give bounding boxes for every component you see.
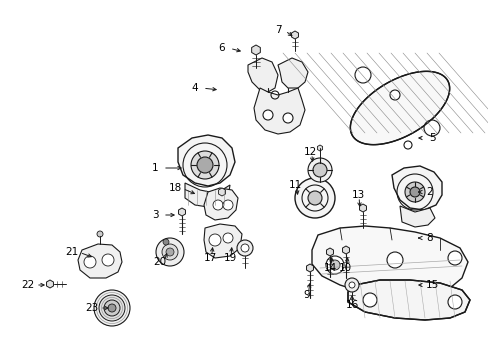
Circle shape xyxy=(223,200,232,210)
Text: 22: 22 xyxy=(21,280,35,290)
Polygon shape xyxy=(317,145,322,151)
Circle shape xyxy=(99,295,125,321)
Circle shape xyxy=(447,251,461,265)
Circle shape xyxy=(307,158,331,182)
Circle shape xyxy=(94,290,130,326)
Circle shape xyxy=(241,244,248,252)
Circle shape xyxy=(409,187,419,197)
Circle shape xyxy=(362,293,376,307)
Polygon shape xyxy=(178,135,235,186)
Text: 1: 1 xyxy=(151,163,158,173)
Text: 10: 10 xyxy=(338,263,351,273)
Circle shape xyxy=(97,231,103,237)
Text: 20: 20 xyxy=(153,257,166,267)
Text: 14: 14 xyxy=(323,263,336,273)
Text: 17: 17 xyxy=(203,253,216,263)
Text: 15: 15 xyxy=(425,280,438,290)
Circle shape xyxy=(102,254,114,266)
Polygon shape xyxy=(326,248,333,256)
Circle shape xyxy=(345,278,358,292)
Circle shape xyxy=(312,163,326,177)
Text: 7: 7 xyxy=(274,25,281,35)
Polygon shape xyxy=(46,280,53,288)
Text: 19: 19 xyxy=(223,253,236,263)
Text: 18: 18 xyxy=(168,183,181,193)
Text: 12: 12 xyxy=(303,147,316,157)
Polygon shape xyxy=(347,280,469,320)
Circle shape xyxy=(294,178,334,218)
Text: 13: 13 xyxy=(351,190,364,200)
Text: 5: 5 xyxy=(428,133,434,143)
Circle shape xyxy=(404,182,424,202)
Text: 3: 3 xyxy=(151,210,158,220)
Circle shape xyxy=(348,282,354,288)
Circle shape xyxy=(162,244,178,260)
Circle shape xyxy=(191,151,219,179)
Polygon shape xyxy=(342,246,349,254)
Text: 21: 21 xyxy=(65,247,79,257)
Polygon shape xyxy=(178,208,185,216)
Polygon shape xyxy=(291,31,298,39)
Polygon shape xyxy=(278,58,307,88)
Text: 23: 23 xyxy=(85,303,99,313)
Circle shape xyxy=(389,90,399,100)
Polygon shape xyxy=(218,188,225,196)
Polygon shape xyxy=(203,188,238,220)
Circle shape xyxy=(447,295,461,309)
Circle shape xyxy=(307,191,321,205)
Polygon shape xyxy=(251,45,260,55)
Circle shape xyxy=(197,157,213,173)
Polygon shape xyxy=(253,88,305,134)
Circle shape xyxy=(108,304,116,312)
Circle shape xyxy=(403,141,411,149)
Text: 6: 6 xyxy=(218,43,225,53)
Text: 8: 8 xyxy=(426,233,432,243)
Polygon shape xyxy=(311,226,467,298)
Circle shape xyxy=(423,120,439,136)
Circle shape xyxy=(386,252,402,268)
Text: 16: 16 xyxy=(345,300,358,310)
Circle shape xyxy=(223,233,232,243)
Text: 9: 9 xyxy=(303,290,310,300)
Polygon shape xyxy=(349,71,448,145)
Circle shape xyxy=(84,256,96,268)
Polygon shape xyxy=(391,166,441,210)
Circle shape xyxy=(325,256,343,274)
Text: 11: 11 xyxy=(288,180,301,190)
Circle shape xyxy=(156,238,183,266)
Circle shape xyxy=(283,113,292,123)
Circle shape xyxy=(163,239,169,245)
Circle shape xyxy=(208,234,221,246)
Circle shape xyxy=(165,248,174,256)
Text: 2: 2 xyxy=(426,187,432,197)
Polygon shape xyxy=(78,244,122,278)
Polygon shape xyxy=(203,224,242,258)
Circle shape xyxy=(213,200,223,210)
Circle shape xyxy=(329,260,339,270)
Circle shape xyxy=(104,300,120,316)
Polygon shape xyxy=(306,264,313,272)
Circle shape xyxy=(263,110,272,120)
Circle shape xyxy=(354,67,370,83)
Polygon shape xyxy=(247,58,278,92)
Polygon shape xyxy=(184,183,229,207)
Polygon shape xyxy=(399,206,434,227)
Circle shape xyxy=(237,240,252,256)
Text: 4: 4 xyxy=(191,83,198,93)
Polygon shape xyxy=(359,204,366,212)
